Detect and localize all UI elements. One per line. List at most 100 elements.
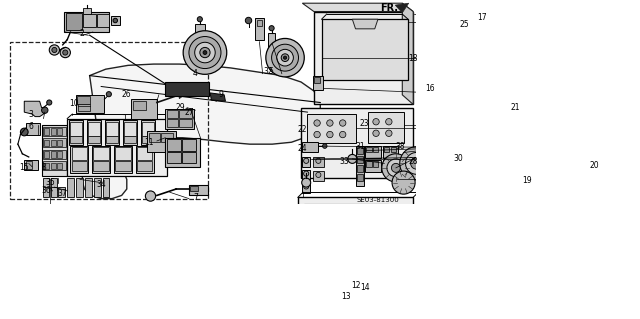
Bar bbox=[369, 223, 383, 229]
Bar bbox=[87, 121, 101, 145]
Bar bbox=[356, 146, 365, 186]
Bar bbox=[106, 122, 118, 136]
Bar bbox=[166, 110, 178, 118]
Text: 9: 9 bbox=[218, 90, 223, 99]
Polygon shape bbox=[302, 3, 413, 11]
Text: 26: 26 bbox=[122, 90, 132, 99]
Circle shape bbox=[200, 48, 210, 58]
Circle shape bbox=[47, 100, 52, 105]
Text: 10: 10 bbox=[68, 99, 79, 108]
Bar bbox=[43, 187, 49, 197]
Bar bbox=[326, 222, 343, 234]
Circle shape bbox=[339, 131, 346, 138]
Bar bbox=[115, 147, 131, 160]
Text: 37: 37 bbox=[58, 189, 68, 198]
Polygon shape bbox=[178, 92, 184, 99]
Text: 38: 38 bbox=[395, 142, 404, 151]
Bar bbox=[103, 178, 109, 197]
Text: 16: 16 bbox=[426, 84, 435, 93]
Bar bbox=[124, 122, 136, 136]
Bar bbox=[57, 163, 62, 169]
Bar bbox=[97, 14, 109, 27]
Circle shape bbox=[284, 56, 287, 59]
Text: 35: 35 bbox=[45, 178, 55, 187]
Bar bbox=[312, 171, 324, 181]
Text: 24: 24 bbox=[298, 144, 307, 153]
Bar bbox=[306, 222, 323, 234]
Bar bbox=[307, 238, 321, 245]
Bar bbox=[383, 160, 399, 172]
Text: 8: 8 bbox=[41, 163, 46, 172]
Bar bbox=[195, 24, 205, 42]
Circle shape bbox=[386, 119, 392, 125]
Text: 29: 29 bbox=[176, 103, 186, 112]
Bar bbox=[304, 204, 388, 255]
Bar bbox=[51, 163, 56, 169]
Bar bbox=[367, 147, 372, 152]
Text: 28: 28 bbox=[408, 157, 418, 166]
Bar bbox=[137, 161, 152, 171]
Bar bbox=[10, 42, 208, 199]
Bar bbox=[137, 147, 152, 160]
Polygon shape bbox=[396, 3, 409, 13]
Bar bbox=[123, 121, 137, 145]
Bar bbox=[368, 237, 385, 250]
Bar bbox=[83, 14, 96, 27]
Bar bbox=[131, 99, 157, 119]
Bar bbox=[76, 95, 104, 113]
Text: 25: 25 bbox=[460, 20, 469, 29]
Bar bbox=[161, 133, 173, 142]
Bar bbox=[385, 161, 390, 167]
Circle shape bbox=[301, 178, 310, 187]
Bar bbox=[148, 133, 160, 142]
Bar bbox=[326, 237, 343, 250]
Bar bbox=[43, 127, 66, 136]
Bar bbox=[94, 178, 100, 197]
Bar bbox=[70, 122, 82, 136]
Bar bbox=[88, 122, 100, 136]
Text: FR.: FR. bbox=[381, 3, 399, 13]
Bar bbox=[255, 18, 264, 41]
Bar bbox=[72, 147, 87, 160]
Bar bbox=[57, 140, 62, 146]
Circle shape bbox=[195, 42, 215, 63]
Bar bbox=[347, 237, 364, 250]
Bar bbox=[182, 139, 196, 151]
Bar bbox=[307, 114, 356, 143]
Bar bbox=[302, 157, 310, 167]
Bar bbox=[312, 76, 323, 90]
Circle shape bbox=[183, 31, 227, 74]
Bar bbox=[66, 13, 82, 30]
Bar bbox=[67, 178, 74, 197]
Bar bbox=[70, 146, 88, 173]
Circle shape bbox=[314, 131, 320, 138]
Bar bbox=[115, 161, 131, 171]
Bar bbox=[92, 146, 110, 173]
Text: 7: 7 bbox=[193, 193, 198, 202]
Circle shape bbox=[269, 26, 274, 31]
Text: 18: 18 bbox=[408, 55, 418, 63]
Text: 4: 4 bbox=[193, 69, 198, 78]
Bar bbox=[365, 160, 381, 172]
Bar bbox=[165, 138, 200, 167]
Text: 17: 17 bbox=[477, 13, 486, 22]
Bar bbox=[114, 146, 132, 173]
Polygon shape bbox=[210, 93, 225, 101]
Bar bbox=[357, 147, 364, 154]
Bar bbox=[321, 19, 408, 80]
Text: SE03-81300: SE03-81300 bbox=[356, 197, 399, 203]
Bar bbox=[357, 174, 364, 181]
Polygon shape bbox=[403, 3, 413, 104]
Circle shape bbox=[348, 154, 357, 163]
Circle shape bbox=[323, 144, 327, 148]
Text: 30: 30 bbox=[454, 154, 463, 163]
Text: 23: 23 bbox=[359, 119, 369, 128]
Bar bbox=[76, 178, 83, 197]
Bar bbox=[306, 237, 323, 250]
Circle shape bbox=[203, 51, 207, 55]
Bar bbox=[24, 160, 38, 170]
Circle shape bbox=[339, 120, 346, 126]
Text: 5: 5 bbox=[268, 67, 273, 76]
Bar bbox=[67, 119, 166, 176]
Text: 2: 2 bbox=[79, 29, 84, 38]
